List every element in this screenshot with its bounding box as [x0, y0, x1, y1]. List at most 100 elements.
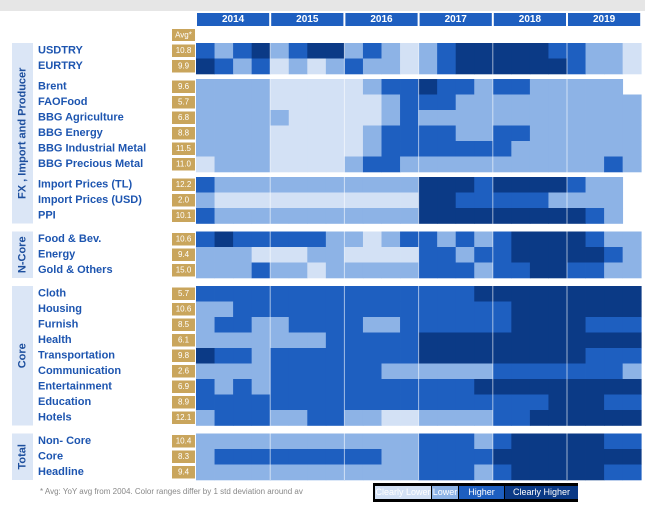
cell	[567, 317, 586, 333]
cell	[325, 43, 345, 59]
cell	[325, 410, 345, 426]
cell	[529, 208, 549, 224]
cell	[604, 286, 624, 302]
avg-value: 10.6	[176, 234, 192, 243]
cell	[251, 410, 271, 426]
cell	[270, 94, 290, 111]
cell	[307, 286, 327, 302]
cell	[400, 301, 419, 318]
cell	[288, 286, 308, 302]
cell	[604, 79, 624, 95]
avg-header-box	[172, 29, 195, 41]
cell	[622, 433, 642, 450]
cell	[548, 141, 568, 157]
cell	[511, 125, 531, 142]
cell	[196, 231, 215, 248]
cell	[307, 208, 327, 224]
cell	[474, 394, 494, 411]
cell	[511, 58, 531, 75]
cell	[288, 464, 308, 481]
cell	[474, 464, 494, 481]
avg-value: 6.1	[178, 335, 190, 344]
cell	[418, 192, 438, 209]
cell	[196, 43, 215, 59]
avg-value: 10.4	[176, 436, 192, 445]
avg-box	[172, 396, 195, 409]
year-header	[197, 13, 270, 26]
cell	[196, 379, 215, 395]
avg-header: Avg*	[175, 31, 192, 40]
cell	[270, 58, 290, 75]
cell	[344, 58, 364, 75]
avg-value: 8.3	[178, 452, 190, 461]
cell	[548, 363, 568, 380]
cell	[529, 317, 549, 333]
cell	[288, 177, 308, 193]
cell	[325, 286, 345, 302]
cell	[196, 94, 215, 111]
cell	[437, 208, 457, 224]
cell	[214, 363, 234, 380]
cell	[604, 125, 624, 142]
cell	[214, 433, 234, 450]
cell	[437, 141, 457, 157]
cell	[418, 394, 438, 411]
cell	[437, 125, 457, 142]
cell	[251, 379, 271, 395]
cell	[567, 125, 586, 142]
avg-box	[172, 80, 195, 93]
cell	[511, 410, 531, 426]
cell	[214, 231, 234, 248]
avg-box	[172, 380, 195, 393]
cell	[455, 301, 475, 318]
cell	[400, 394, 419, 411]
cell	[344, 449, 364, 465]
cell	[362, 449, 382, 465]
cell	[362, 433, 382, 450]
cell	[455, 79, 475, 95]
cell	[251, 125, 271, 142]
cell	[214, 208, 234, 224]
cell	[455, 348, 475, 364]
row-label: Food & Bev.	[38, 233, 101, 245]
cell	[233, 208, 253, 224]
cell	[492, 379, 512, 395]
avg-value: 9.9	[178, 61, 190, 70]
cell	[344, 410, 364, 426]
cell	[400, 43, 419, 59]
cell	[344, 464, 364, 481]
cell	[604, 43, 624, 59]
cell	[418, 301, 438, 318]
avg-value: 10.1	[176, 211, 192, 220]
cell	[548, 301, 568, 318]
cell	[585, 433, 605, 450]
cell	[251, 192, 271, 209]
cell	[288, 156, 308, 173]
cell	[437, 262, 457, 279]
cell	[251, 317, 271, 333]
cell	[400, 332, 419, 349]
cell	[344, 379, 364, 395]
cell	[585, 317, 605, 333]
cell	[400, 464, 419, 481]
cell	[474, 433, 494, 450]
cell	[474, 43, 494, 59]
cell	[474, 317, 494, 333]
cell	[622, 231, 642, 248]
cell	[288, 110, 308, 126]
cell	[474, 332, 494, 349]
cell	[381, 410, 401, 426]
cell	[474, 363, 494, 380]
cell	[288, 410, 308, 426]
cell	[585, 192, 605, 209]
cell	[270, 43, 290, 59]
cell	[233, 379, 253, 395]
cell	[604, 410, 624, 426]
cell	[214, 192, 234, 209]
cell	[288, 231, 308, 248]
cell	[418, 348, 438, 364]
cell	[455, 262, 475, 279]
cell	[233, 156, 253, 173]
row-label: Non- Core	[38, 435, 91, 447]
cell	[196, 141, 215, 157]
